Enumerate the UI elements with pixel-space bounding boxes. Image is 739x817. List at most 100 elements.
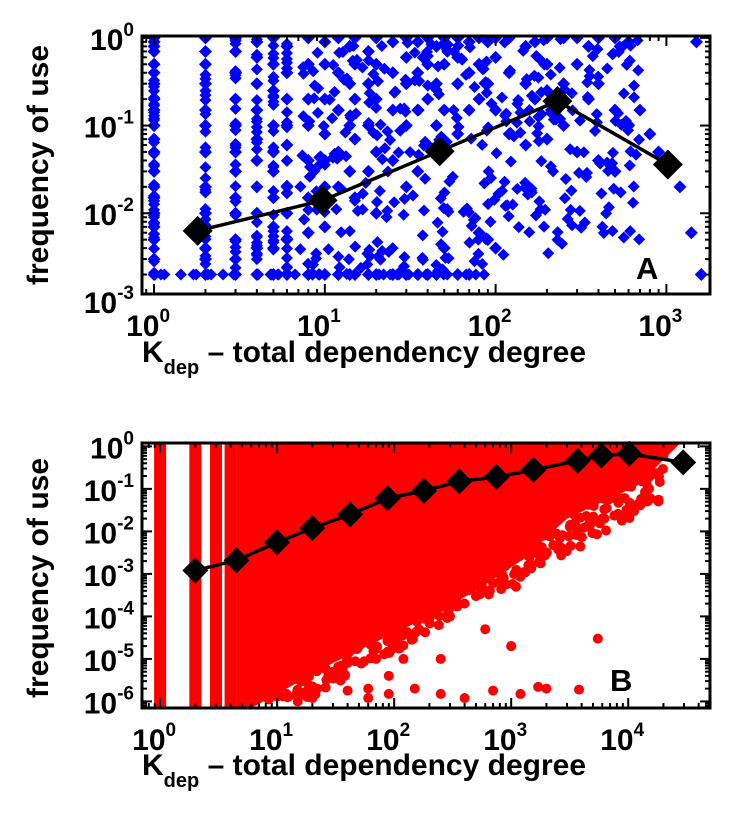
panel-a-point (519, 138, 533, 152)
panel-a-texture-diamond (349, 240, 362, 253)
panel-a-point (361, 164, 375, 178)
panel-b-y-tick-label: 100 (90, 428, 134, 465)
panel-a-texture-diamond (342, 253, 355, 266)
panel-a-point (331, 145, 345, 159)
panel-b-texture-dot (240, 678, 251, 689)
panel-b-texture-dot (565, 519, 576, 530)
panel-a-point (198, 57, 212, 71)
panel-a-texture-diamond (311, 46, 324, 59)
panel-b-texture-dot (468, 565, 479, 576)
panel-a-texture-diamond (532, 120, 545, 133)
panel-b-texture-dot (300, 686, 311, 697)
panel-b-texture-dot (250, 687, 261, 698)
panel-a-texture-diamond (523, 115, 536, 128)
panel-b-texture-dot (565, 504, 576, 515)
panel-a-texture-diamond (497, 248, 510, 261)
panel-b-texture-dot (591, 529, 602, 540)
panel-a-point (361, 119, 375, 133)
panel-b-texture-dot (445, 577, 456, 588)
panel-a-point (348, 57, 362, 71)
panel-a-point (229, 206, 243, 220)
panel-b-line-marker (564, 447, 591, 474)
panel-a-texture-diamond (602, 201, 615, 214)
panel-b-line-marker (483, 464, 510, 491)
panel-a-point (411, 103, 425, 117)
panel-a-point (301, 92, 315, 106)
panel-a-point (411, 66, 425, 80)
panel-b-texture-dot (623, 481, 634, 492)
panel-b-x-tick-label: 102 (366, 720, 410, 757)
panel-a-point (198, 241, 212, 255)
panel-b-texture-dot (409, 594, 420, 605)
panel-b-texture-dot (612, 508, 623, 519)
panel-b-texture-dot (613, 497, 624, 508)
panel-a-texture-diamond (280, 225, 293, 238)
panel-a-texture-diamond (606, 146, 619, 159)
panel-b-point (536, 548, 547, 559)
panel-a-texture-diamond (564, 203, 577, 216)
panel-a-point (229, 92, 243, 106)
panel-b-texture-dot (372, 641, 383, 652)
panel-b-point (398, 653, 409, 664)
panel-b-point (541, 526, 552, 537)
panel-b-texture-dot (386, 644, 397, 655)
panel-a-point (519, 77, 533, 91)
panel-a-point (318, 268, 332, 282)
panel-b-y-tick-label: 10-3 (84, 556, 134, 593)
panel-a-point (462, 66, 476, 80)
panel-a-texture-diamond (199, 172, 212, 185)
panel-a-texture-diamond (229, 102, 242, 115)
panel-a-point (429, 39, 443, 53)
panel-b-data-points (236, 443, 690, 707)
panel-a-point (301, 119, 315, 133)
panel-b-x-axis-label: Kdep – total dependency degree (142, 749, 586, 792)
panel-a-point (280, 39, 294, 53)
panel-a-line-marker (424, 136, 455, 167)
panel-a-point (147, 233, 161, 247)
panel-a-texture-diamond (229, 158, 242, 171)
panel-b-texture-dot (284, 674, 295, 685)
panel-a-point (399, 268, 413, 282)
panel-a-point (399, 50, 413, 64)
panel-b-texture-dot (275, 670, 286, 681)
panel-b-texture-dot (653, 494, 664, 505)
panel-a-texture-diamond (416, 251, 429, 264)
panel-a-point (386, 268, 400, 282)
panel-a-texture-diamond (250, 63, 263, 76)
panel-a-point (318, 127, 332, 141)
panel-a-texture-diamond (596, 220, 609, 233)
panel-a-point (570, 145, 584, 159)
panel-b-x-tick-label: 104 (600, 720, 644, 757)
panel-b-point (435, 688, 446, 699)
panel-a-point (229, 233, 243, 247)
panel-a-texture-diamond (187, 268, 200, 281)
panel-a-texture-diamond (376, 153, 389, 166)
panel-a-point (301, 153, 315, 167)
panel-a-line-marker (542, 86, 573, 117)
panel-a-point (684, 226, 698, 240)
panel-b-texture-dot (348, 623, 359, 634)
panel-a-point (280, 119, 294, 133)
panel-a-texture-diamond (229, 137, 242, 150)
panel-a-texture-diamond (469, 268, 482, 281)
panel-a-point (399, 119, 413, 133)
panel-b-texture-dot (407, 607, 418, 618)
panel-a-point (331, 103, 345, 117)
panel-a-point (229, 252, 243, 266)
panel-a-point (451, 50, 465, 64)
panel-a-texture-diamond (514, 126, 527, 139)
panel-a-point (229, 66, 243, 80)
panel-a-point (280, 138, 294, 152)
panel-a-x-tick-label: 103 (638, 306, 682, 343)
panel-a-point (280, 233, 294, 247)
panel-a-texture-diamond (490, 147, 503, 160)
panel-a-texture-diamond (538, 220, 551, 233)
panel-a-texture-diamond (632, 64, 645, 77)
panel-b-point (272, 691, 283, 702)
panel-a-point (266, 241, 280, 255)
panel-a-texture-diamond (539, 203, 552, 216)
panel-b-texture-dot (478, 554, 489, 565)
panel-a-point (266, 220, 280, 234)
panel-a-texture-diamond (397, 208, 410, 221)
panel-a-texture-diamond (382, 245, 395, 258)
